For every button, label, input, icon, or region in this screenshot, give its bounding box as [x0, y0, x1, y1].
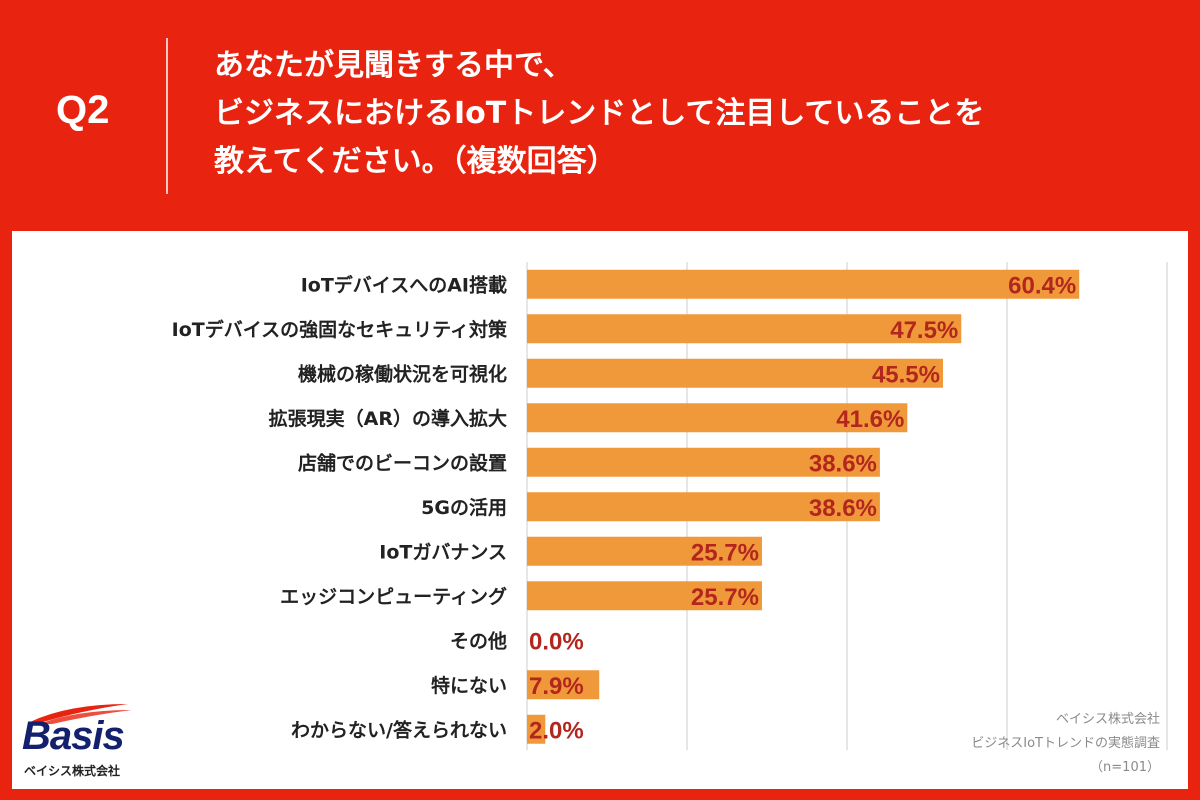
category-label-2: 機械の稼働状況を可視化: [298, 362, 507, 385]
source-survey: ビジネスIoTトレンドの実態調査: [971, 736, 1160, 751]
value-label-5: 38.6%: [809, 495, 877, 522]
source-company: ベイシス株式会社: [1055, 712, 1160, 727]
bar-10: [527, 714, 546, 744]
bar-5: [527, 492, 880, 522]
category-label-0: IoTデバイスへのAI搭載: [301, 273, 507, 296]
category-label-7: エッジコンピューティング: [280, 585, 507, 608]
category-label-10: わからない/答えられない: [291, 718, 507, 741]
question-line-1: あなたが見聞きする中で、: [214, 48, 573, 83]
category-label-5: 5Gの活用: [421, 496, 507, 519]
header-divider: [166, 38, 168, 194]
category-label-4: 店舗でのビーコンの設置: [298, 451, 507, 474]
value-label-1: 47.5%: [890, 317, 958, 344]
question-line-2: ビジネスにおけるIoTトレンドとして注目していることを: [214, 96, 985, 131]
value-label-0: 60.4%: [1008, 272, 1076, 299]
bar-2: [527, 358, 943, 388]
value-label-7: 25.7%: [691, 584, 759, 611]
bar-6: [527, 536, 762, 566]
category-label-6: IoTガバナンス: [379, 541, 507, 563]
category-label-3: 拡張現実（AR）の導入拡大: [269, 407, 507, 430]
logo-swoosh-icon: [30, 704, 132, 724]
bar-3: [527, 403, 908, 433]
logo-company-name: ベイシス株式会社: [24, 764, 121, 778]
category-label-9: 特にない: [431, 675, 507, 697]
bar-4: [527, 447, 880, 477]
value-label-9: 7.9%: [529, 673, 584, 700]
value-label-3: 41.6%: [836, 406, 904, 433]
value-label-8: 0.0%: [529, 628, 584, 655]
bar-0: [527, 269, 1080, 299]
q-label: Q2: [56, 88, 110, 132]
value-label-2: 45.5%: [872, 361, 940, 388]
category-label-8: その他: [450, 629, 507, 652]
value-label-10: 2.0%: [529, 717, 584, 744]
value-label-4: 38.6%: [809, 450, 877, 477]
question-line-3: 教えてください。（複数回答）: [214, 144, 617, 179]
question-text: あなたが見聞きする中で、 ビジネスにおけるIoTトレンドとして注目していることを…: [214, 42, 1174, 186]
bar-1: [527, 314, 962, 344]
bar-9: [527, 670, 600, 700]
logo-text: Basis: [22, 714, 125, 758]
bar-7: [527, 581, 762, 611]
source-sample: （n=101）: [1090, 760, 1160, 775]
source-note: ベイシス株式会社 ビジネスIoTトレンドの実態調査 （n=101）: [971, 708, 1160, 780]
value-label-6: 25.7%: [691, 539, 759, 566]
category-label-1: IoTデバイスの強固なセキュリティ対策: [172, 318, 508, 341]
